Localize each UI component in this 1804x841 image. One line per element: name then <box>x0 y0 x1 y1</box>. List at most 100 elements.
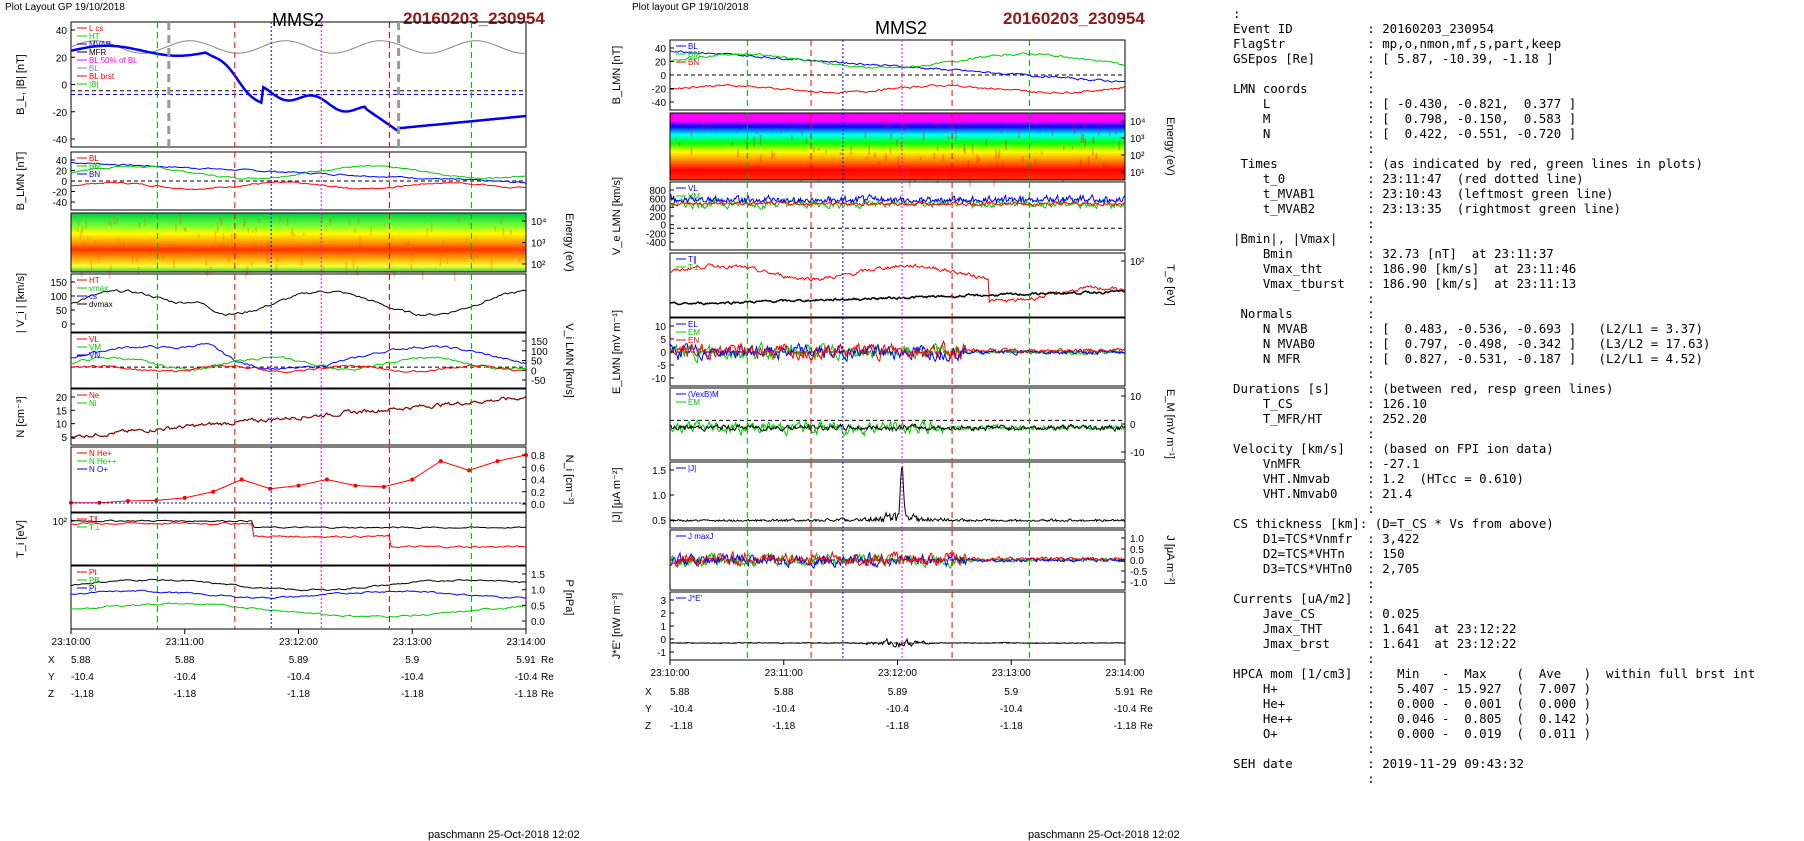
spectrogram-texture <box>940 169 943 176</box>
spectrogram-texture <box>94 240 97 245</box>
spectrogram-texture <box>1058 169 1061 179</box>
y-tick-label: 10¹ <box>1130 168 1145 179</box>
legend-label: EM <box>688 398 700 407</box>
y-tick-label: -40 <box>652 98 667 109</box>
y-tick-label: 0 <box>660 348 666 359</box>
spectrogram-texture <box>1018 130 1020 139</box>
legend-label: L cs <box>89 24 103 33</box>
spectrogram-texture <box>321 213 323 224</box>
y-axis-label: B_LMN [nT] <box>15 152 27 211</box>
panel-frame <box>669 461 1126 529</box>
event-info-panel: : Event ID : 20160203_230954 FlagStr : mp,… <box>1233 6 1755 786</box>
spectrogram-texture <box>502 227 505 236</box>
spectrogram-texture <box>971 144 974 154</box>
orbit-value: 5.88 <box>71 655 91 666</box>
spectrogram-texture <box>1098 122 1101 132</box>
info-line: H+ : 5.407 - 15.927 ( 7.007 ) <box>1233 681 1592 696</box>
legend-label: J*E' <box>688 594 702 603</box>
tpar-trace <box>669 263 1126 304</box>
orbit-value: -10.4 <box>1114 704 1137 715</box>
y-axis-label: B_LMN [nT] <box>611 46 623 105</box>
info-line: N MVAB0 : [ 0.797, -0.498, -0.342 ] (L3/… <box>1233 336 1711 351</box>
tperp-trace <box>669 289 1126 306</box>
y-tick-label: 0.0 <box>531 500 545 511</box>
spectrogram-texture <box>839 151 842 155</box>
legend-label: Ne <box>89 391 100 400</box>
info-line: HPCA mom [1/cm3] : Min - Max ( Ave ) wit… <box>1233 666 1756 681</box>
y-tick-label: 0 <box>61 177 67 188</box>
spectrogram-texture <box>293 233 295 237</box>
right-spacecraft-title: MMS2 <box>875 18 928 38</box>
spectrogram-texture <box>993 176 995 187</box>
spectrogram-texture <box>412 246 415 257</box>
spectrogram-texture <box>843 174 846 180</box>
spectrogram-texture <box>108 221 110 226</box>
spectrogram-texture <box>331 247 334 254</box>
spectrogram-texture <box>825 150 827 154</box>
bl-trace <box>669 50 1126 83</box>
spectrogram-texture <box>1019 125 1022 132</box>
y-tick-label: -1 <box>657 648 666 659</box>
info-line: |Bmin|, |Vmax| : <box>1233 231 1375 246</box>
spectrogram-texture <box>197 233 200 239</box>
spectrogram-texture <box>773 152 775 158</box>
spectrogram-texture <box>175 223 177 232</box>
spectrogram-texture <box>439 257 442 267</box>
y-tick-label: -20 <box>53 108 68 119</box>
y-axis-label: J [μA m⁻²] <box>1164 535 1176 584</box>
spectrogram-texture <box>98 256 101 264</box>
spectrogram-texture <box>119 242 122 249</box>
x-tick-label: 23:14:00 <box>1106 668 1145 679</box>
info-line: Bmin : 32.73 [nT] at 23:11:37 <box>1233 246 1554 261</box>
spectrogram-texture <box>963 143 965 153</box>
y-tick-label: 0.5 <box>531 601 545 612</box>
spectrogram-texture <box>1084 122 1086 131</box>
info-line: : <box>1233 141 1375 156</box>
orbit-value: 5.89 <box>888 687 908 698</box>
info-line: Vmax_tht : 186.90 [km/s] at 23:11:46 <box>1233 261 1577 276</box>
spectrogram-texture <box>1006 126 1008 130</box>
spectrogram-texture <box>910 166 913 175</box>
legend-label: BL <box>688 42 698 51</box>
spectrogram-texture <box>936 146 939 151</box>
orbit-value: 5.91 <box>516 655 536 666</box>
info-line: D1=TCS*Vnmfr : 3,422 <box>1233 531 1420 546</box>
spectrogram-texture <box>117 237 119 243</box>
y-tick-label: 100 <box>50 292 67 303</box>
spectrogram-texture <box>671 113 673 123</box>
vi-trace <box>70 289 527 317</box>
spectrogram-texture <box>494 226 496 232</box>
y-tick-label: 0 <box>1130 420 1136 431</box>
y-tick-label: 10³ <box>1130 134 1145 145</box>
y-tick-label: -10 <box>1130 448 1145 459</box>
spectrogram-texture <box>453 271 456 282</box>
spectrogram-texture <box>899 165 901 174</box>
y-tick-label: -1.0 <box>1130 578 1148 589</box>
spectrogram-texture <box>1115 124 1117 135</box>
spectrogram-texture <box>179 213 182 225</box>
spectrogram-texture <box>465 237 468 244</box>
orbit-value: -10.4 <box>515 672 538 683</box>
spectrogram-texture <box>275 263 278 271</box>
y-axis-label: | V_i | [km/s] <box>15 273 27 333</box>
spectrogram-texture <box>80 269 83 277</box>
info-line: GSEpos [Re] : [ 5.87, -10.39, -1.18 ] <box>1233 51 1554 66</box>
y-tick-label: 20 <box>56 393 68 404</box>
y-axis-label: |J| [μA m⁻²] <box>611 467 623 522</box>
y-tick-label: 1.0 <box>652 491 666 502</box>
ni-trace <box>70 395 527 440</box>
legend-label: VM <box>688 192 700 201</box>
spectrogram-texture <box>290 231 293 237</box>
panel-frame <box>70 332 527 389</box>
y-tick-label: 1.5 <box>531 570 545 581</box>
spectrogram-texture <box>1000 130 1003 135</box>
y-axis-label: B_L, |B| [nT] <box>15 54 27 115</box>
spectrogram-texture <box>758 165 760 173</box>
spectrogram-texture <box>868 145 870 155</box>
spectrogram-texture <box>1071 146 1074 150</box>
y-axis-label: J*E' [nW m⁻³] <box>611 593 623 660</box>
y-tick-label: -20 <box>652 85 667 96</box>
spectrogram-texture <box>964 148 966 154</box>
info-line: LMN coords : <box>1233 81 1375 96</box>
orbit-value: -1.18 <box>287 689 310 700</box>
